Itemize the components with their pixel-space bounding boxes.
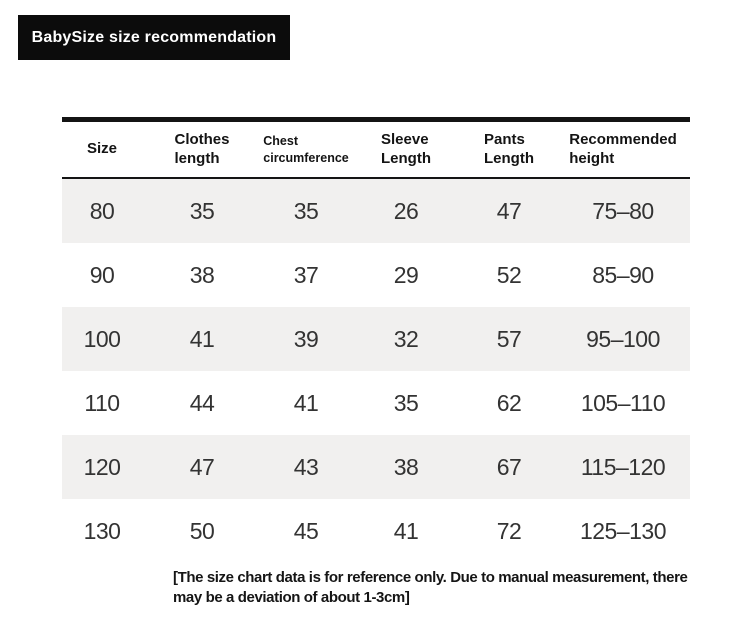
cell-recommended-height: 115–120 <box>580 453 666 480</box>
cell-pants-length: 67 <box>496 453 522 480</box>
header-line: Pants <box>484 131 525 149</box>
table-row-size-90: 90 38 37 29 52 85–90 <box>62 243 690 307</box>
cell-pants-length: 72 <box>496 517 522 544</box>
size-table: Size Clothes length Chest circumference … <box>62 117 690 563</box>
header-chest-circumference: Chest circumference <box>262 133 350 167</box>
cell-pants-length: 62 <box>496 389 522 416</box>
cell-chest-circumference: 43 <box>293 453 319 480</box>
header-line: circumference <box>263 150 349 165</box>
cell-pants-length: 47 <box>496 197 522 224</box>
cell-recommended-height: 105–110 <box>580 389 666 416</box>
header-sleeve-length: Sleeve Length <box>350 131 462 168</box>
table-row-size-100: 100 41 39 32 57 95–100 <box>62 307 690 371</box>
header-size: Size <box>62 140 142 158</box>
cell-size: 80 <box>89 197 115 224</box>
header-line: Length <box>381 149 431 167</box>
cell-clothes-length: 44 <box>189 389 215 416</box>
header-sleeve-length-label: Sleeve Length <box>381 131 431 168</box>
header-clothes-length-label: Clothes length <box>174 131 229 168</box>
header-recommended-height: Recommended height <box>556 131 690 168</box>
header-recommended-height-label: Recommended height <box>569 131 677 168</box>
header-chest-circumference-label: Chest circumference <box>263 133 348 167</box>
cell-recommended-height: 125–130 <box>579 517 667 544</box>
cell-chest-circumference: 35 <box>293 197 319 224</box>
cell-sleeve-length: 35 <box>393 389 419 416</box>
table-body: 80 35 35 26 47 75–80 90 38 37 29 52 85–9… <box>62 179 690 563</box>
header-clothes-length: Clothes length <box>142 131 262 168</box>
cell-clothes-length: 38 <box>189 261 215 288</box>
table-row-size-110: 110 44 41 35 62 105–110 <box>62 371 690 435</box>
header-line: height <box>569 149 615 167</box>
cell-clothes-length: 35 <box>189 197 215 224</box>
header-size-label: Size <box>87 140 117 158</box>
cell-clothes-length: 50 <box>189 517 215 544</box>
header-pants-length-label: Pants Length <box>484 131 534 168</box>
cell-pants-length: 52 <box>496 261 522 288</box>
cell-size: 130 <box>83 517 121 544</box>
cell-size: 120 <box>83 453 121 480</box>
size-chart-title-badge: BabySize size recommendation <box>18 15 290 60</box>
header-line: Size <box>86 140 117 158</box>
cell-size: 100 <box>83 325 121 352</box>
disclaimer-line: [The size chart data is for reference on… <box>173 569 688 586</box>
disclaimer-line: may be a deviation of about 1-3cm] <box>173 589 410 606</box>
cell-size: 110 <box>84 389 120 416</box>
cell-sleeve-length: 26 <box>393 197 419 224</box>
cell-sleeve-length: 41 <box>393 517 419 544</box>
cell-clothes-length: 41 <box>189 325 215 352</box>
cell-chest-circumference: 39 <box>293 325 319 352</box>
header-line: length <box>174 149 220 167</box>
cell-size: 90 <box>89 261 115 288</box>
header-line: Clothes <box>174 131 230 149</box>
disclaimer-note: [The size chart data is for reference on… <box>173 568 733 608</box>
cell-recommended-height: 85–90 <box>592 261 654 288</box>
cell-clothes-length: 47 <box>189 453 215 480</box>
table-row-size-120: 120 47 43 38 67 115–120 <box>62 435 690 499</box>
table-row-size-130: 130 50 45 41 72 125–130 <box>62 499 690 563</box>
cell-sleeve-length: 29 <box>393 261 419 288</box>
table-header-row: Size Clothes length Chest circumference … <box>62 122 690 179</box>
size-chart-title: BabySize size recommendation <box>31 28 277 46</box>
cell-recommended-height: 95–100 <box>586 325 660 352</box>
cell-chest-circumference: 37 <box>293 261 319 288</box>
header-pants-length: Pants Length <box>462 131 556 168</box>
cell-chest-circumference: 45 <box>293 517 319 544</box>
header-line: Chest <box>263 133 298 148</box>
header-line: Length <box>484 149 534 167</box>
header-line: Recommended <box>569 131 677 149</box>
table-row-size-80: 80 35 35 26 47 75–80 <box>62 179 690 243</box>
cell-recommended-height: 75–80 <box>592 197 654 224</box>
cell-sleeve-length: 32 <box>393 325 419 352</box>
cell-chest-circumference: 41 <box>293 389 319 416</box>
header-line: Sleeve <box>381 131 429 149</box>
cell-sleeve-length: 38 <box>393 453 419 480</box>
cell-pants-length: 57 <box>496 325 522 352</box>
